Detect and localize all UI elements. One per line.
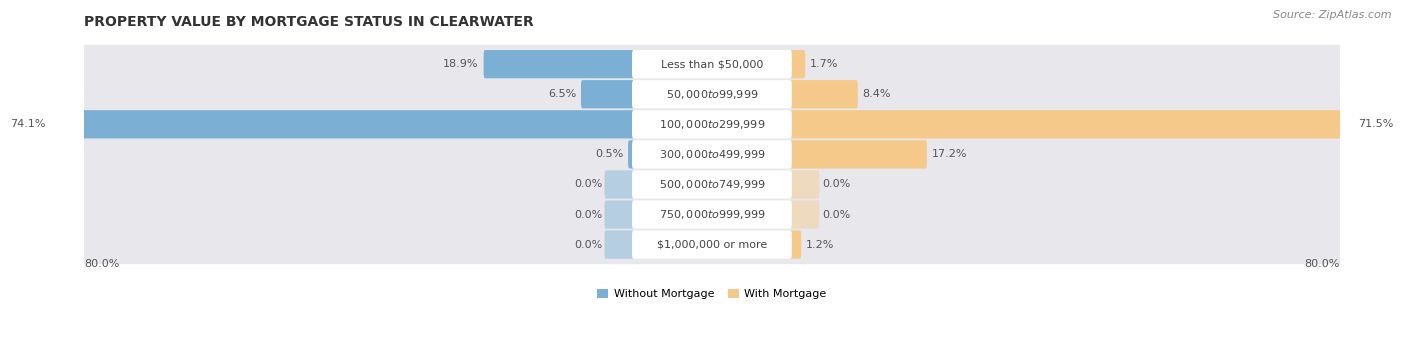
Text: $300,000 to $499,999: $300,000 to $499,999 [658, 148, 765, 161]
FancyBboxPatch shape [79, 105, 1346, 144]
Text: 1.7%: 1.7% [810, 59, 838, 69]
FancyBboxPatch shape [79, 165, 1346, 204]
Legend: Without Mortgage, With Mortgage: Without Mortgage, With Mortgage [593, 284, 831, 304]
FancyBboxPatch shape [79, 75, 1346, 114]
FancyBboxPatch shape [789, 170, 820, 199]
Text: 18.9%: 18.9% [443, 59, 479, 69]
Text: 80.0%: 80.0% [1305, 259, 1340, 269]
Text: Source: ZipAtlas.com: Source: ZipAtlas.com [1274, 10, 1392, 20]
Text: PROPERTY VALUE BY MORTGAGE STATUS IN CLEARWATER: PROPERTY VALUE BY MORTGAGE STATUS IN CLE… [84, 15, 534, 29]
Text: 0.0%: 0.0% [574, 209, 602, 220]
Text: 0.0%: 0.0% [574, 240, 602, 250]
FancyBboxPatch shape [51, 110, 636, 138]
FancyBboxPatch shape [605, 170, 636, 199]
Text: 17.2%: 17.2% [932, 149, 967, 159]
Text: $750,000 to $999,999: $750,000 to $999,999 [658, 208, 765, 221]
FancyBboxPatch shape [789, 231, 801, 259]
FancyBboxPatch shape [633, 140, 792, 169]
FancyBboxPatch shape [633, 170, 792, 199]
FancyBboxPatch shape [79, 45, 1346, 84]
FancyBboxPatch shape [484, 50, 636, 78]
Text: Less than $50,000: Less than $50,000 [661, 59, 763, 69]
FancyBboxPatch shape [789, 140, 927, 169]
FancyBboxPatch shape [605, 200, 636, 229]
Text: 80.0%: 80.0% [84, 259, 120, 269]
FancyBboxPatch shape [79, 195, 1346, 234]
Text: $50,000 to $99,999: $50,000 to $99,999 [665, 88, 758, 101]
FancyBboxPatch shape [628, 140, 636, 169]
Text: $1,000,000 or more: $1,000,000 or more [657, 240, 768, 250]
Text: 8.4%: 8.4% [863, 89, 891, 99]
FancyBboxPatch shape [605, 231, 636, 259]
Text: 0.0%: 0.0% [574, 180, 602, 189]
Text: 0.5%: 0.5% [595, 149, 623, 159]
FancyBboxPatch shape [633, 110, 792, 138]
Text: 0.0%: 0.0% [823, 180, 851, 189]
FancyBboxPatch shape [79, 225, 1346, 264]
Text: 6.5%: 6.5% [548, 89, 576, 99]
Text: $100,000 to $299,999: $100,000 to $299,999 [659, 118, 765, 131]
FancyBboxPatch shape [581, 80, 636, 108]
FancyBboxPatch shape [789, 200, 820, 229]
FancyBboxPatch shape [633, 50, 792, 78]
FancyBboxPatch shape [79, 135, 1346, 174]
Text: 1.2%: 1.2% [806, 240, 835, 250]
Text: 74.1%: 74.1% [10, 119, 45, 129]
FancyBboxPatch shape [633, 200, 792, 229]
FancyBboxPatch shape [633, 231, 792, 259]
FancyBboxPatch shape [789, 50, 806, 78]
Text: 0.0%: 0.0% [823, 209, 851, 220]
FancyBboxPatch shape [789, 80, 858, 108]
Text: $500,000 to $749,999: $500,000 to $749,999 [658, 178, 765, 191]
Text: 71.5%: 71.5% [1358, 119, 1393, 129]
FancyBboxPatch shape [633, 80, 792, 108]
FancyBboxPatch shape [789, 110, 1353, 138]
